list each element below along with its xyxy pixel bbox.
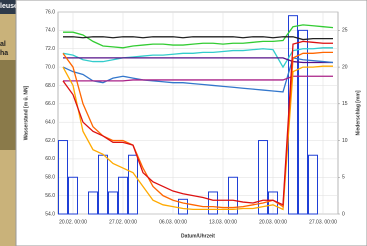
x-tick-label: 27.03. 00:00 [309,219,337,225]
y-tick-label: 56.0 [45,193,55,199]
map-text: al [0,41,6,48]
x-axis-title: Datum/Uhrzeit [181,233,215,239]
y-tick-label: 72.0 [45,46,55,52]
y-tick-label: 60.0 [45,156,55,162]
x-tick-label: 27.02. 00:00 [109,219,137,225]
screen: leuse al ha Wasserstand [m ü. NN] Nieder… [0,0,367,246]
plot-area [58,12,338,214]
y-tick-label: 74.0 [45,28,55,34]
page: {"background": {"texts": ["leuse", "al",… [0,0,367,246]
y2-tick-label: 10 [342,138,348,144]
y2-axis-title: Niederschlag [mm] [355,90,361,135]
y2-tick-label: 15 [342,101,348,107]
x-tick-label: 13.03. 00:00 [209,219,237,225]
x-tick-label: 20.02. 00:00 [59,219,87,225]
y-axis-title: Wasserstand [m ü. NN] [23,85,29,140]
y2-tick-label: 0 [342,211,345,217]
y-tick-label: 64.0 [45,120,55,126]
y2-tick-label: 20 [342,64,348,70]
y2-tick-label: 5 [342,175,345,181]
y2-tick-label: 25 [342,28,348,34]
x-tick-label: 06.03. 00:00 [159,219,187,225]
map-text: leuse [0,3,18,10]
y-tick-label: 62.0 [45,138,55,144]
y-tick-label: 58.0 [45,175,55,181]
map-text: ha [0,50,8,57]
map-terrain [0,60,16,150]
y-tick-label: 54.0 [45,211,55,217]
x-tick-label: 20.03. 00:00 [259,219,287,225]
y-tick-label: 66.0 [45,101,55,107]
y-tick-label: 70.0 [45,64,55,70]
y-tick-label: 76.0 [45,9,55,15]
y-tick-label: 68.0 [45,83,55,89]
